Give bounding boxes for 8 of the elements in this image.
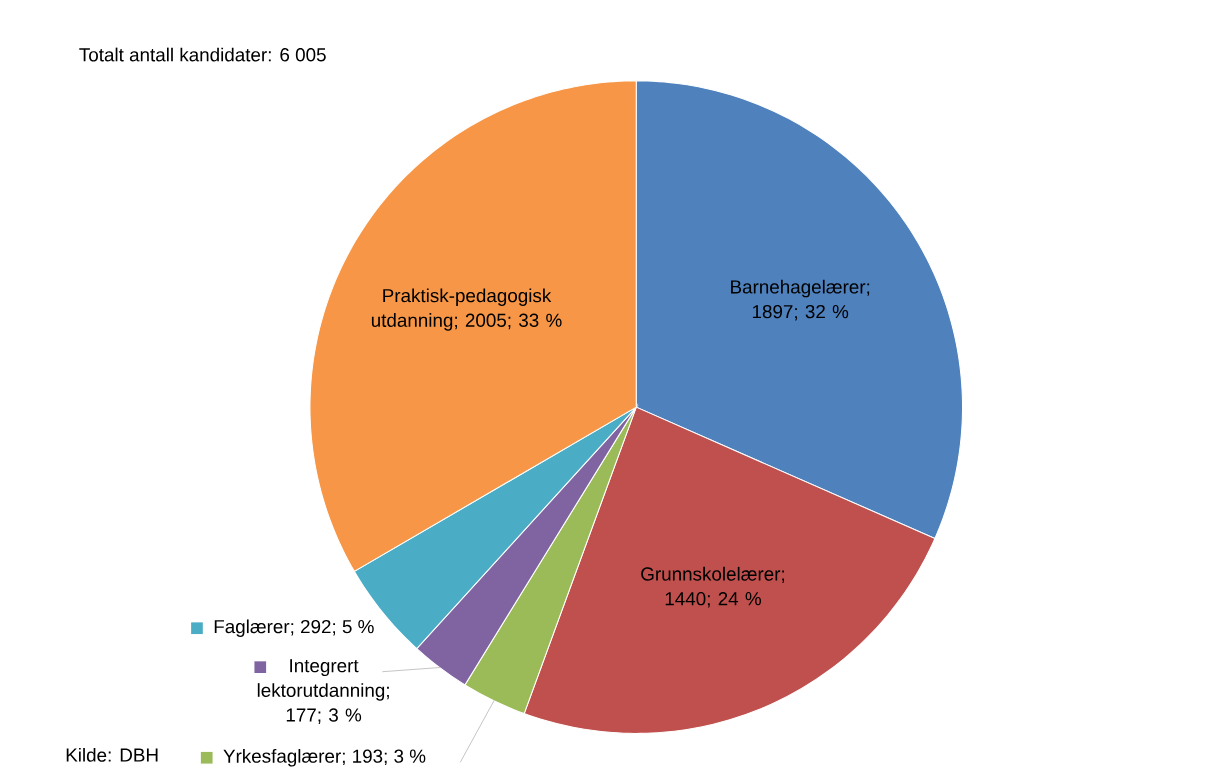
slice-label: Grunnskolelærer; 1440; 24 % <box>641 566 785 608</box>
legend-label: Integrert lektorutdanning; 177; 3 % <box>257 659 389 724</box>
slice-label: Praktisk-pedagogisk utdanning; 2005; 33 % <box>371 288 562 331</box>
text: Kilde: DBH <box>66 747 158 762</box>
slice-label: Barnehagelærer; 1897; 32 % <box>731 279 870 321</box>
legend-label: Yrkesfaglærer; 193; 3 % <box>223 748 426 767</box>
text: Totalt antall kandidater: 6 005 <box>79 47 326 62</box>
legend-label: Faglærer; 292; 5 % <box>214 619 374 637</box>
